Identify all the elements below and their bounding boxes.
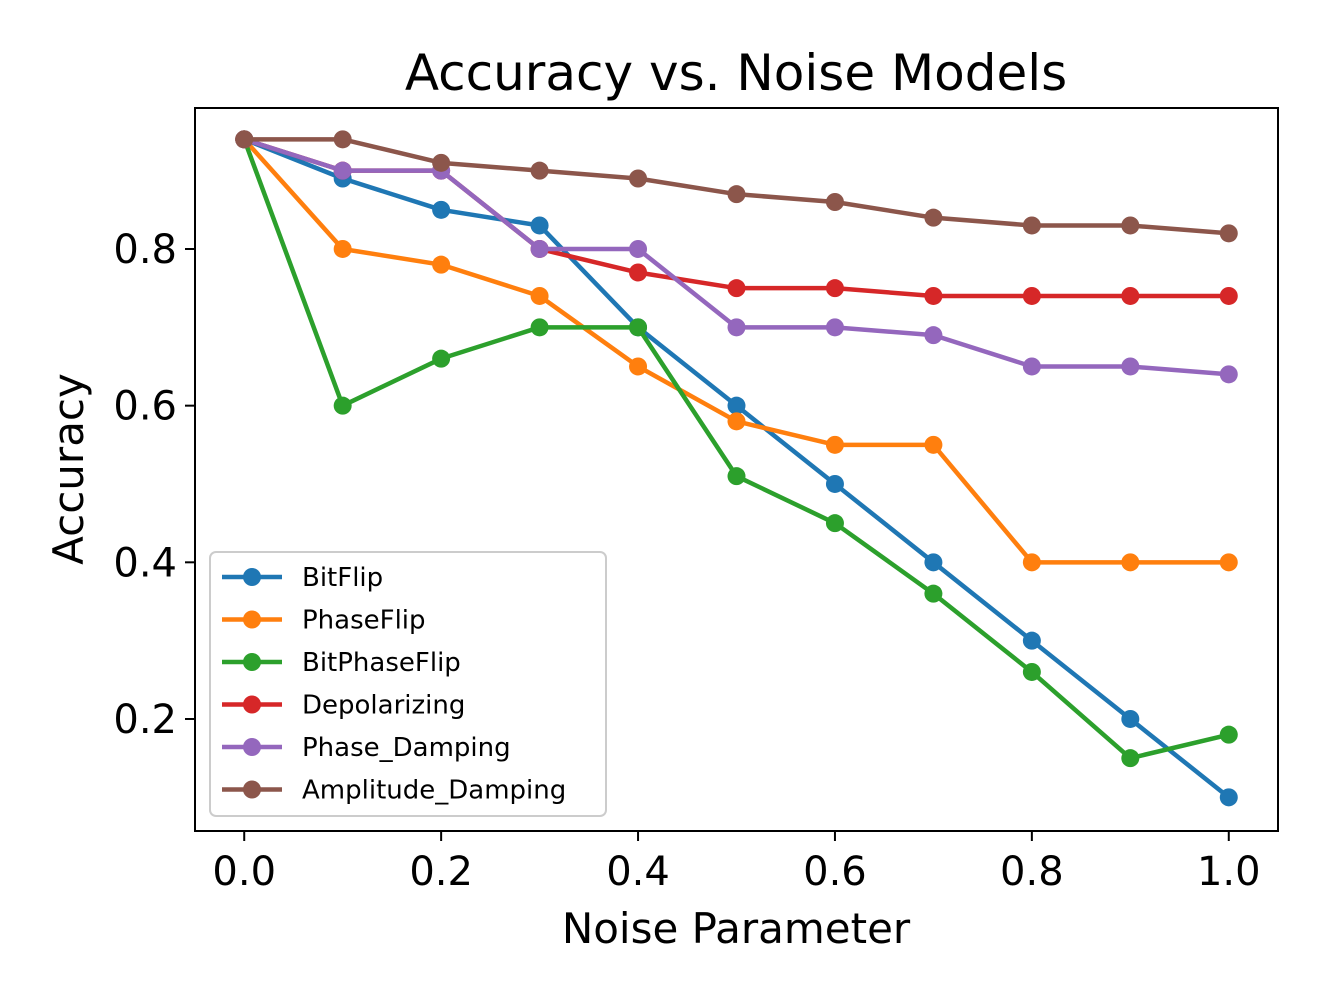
data-point-phase_damping — [1022, 357, 1041, 376]
data-point-phase_damping — [825, 318, 844, 337]
data-point-bitflip — [825, 474, 844, 493]
legend-marker — [243, 738, 261, 756]
data-point-bitphaseflip — [825, 514, 844, 533]
x-axis-label: Noise Parameter — [562, 904, 911, 953]
data-point-phase_damping — [1121, 357, 1140, 376]
data-point-phaseflip — [727, 412, 746, 431]
y-tick-label: 0.4 — [113, 540, 177, 586]
data-point-depolarizing — [629, 263, 648, 282]
data-point-amplitude_damping — [727, 185, 746, 204]
legend-label: BitFlip — [302, 563, 383, 593]
data-point-bitflip — [1121, 709, 1140, 728]
data-point-bitflip — [530, 216, 549, 235]
axes-frame — [194, 107, 1279, 832]
data-point-depolarizing — [727, 279, 746, 298]
data-point-phaseflip — [333, 239, 352, 258]
data-point-bitphaseflip — [530, 318, 549, 337]
data-point-bitflip — [432, 200, 451, 219]
data-point-phaseflip — [1219, 553, 1238, 572]
x-tick-label: 0.0 — [212, 849, 276, 895]
y-tick-label: 0.6 — [113, 384, 177, 430]
legend-label: Depolarizing — [302, 691, 465, 721]
data-point-phase_damping — [727, 318, 746, 337]
data-point-amplitude_damping — [1022, 216, 1041, 235]
data-point-bitphaseflip — [629, 318, 648, 337]
data-point-phaseflip — [1121, 553, 1140, 572]
data-point-amplitude_damping — [1219, 224, 1238, 243]
legend-label: PhaseFlip — [302, 606, 426, 636]
x-tick-label: 1.0 — [1197, 849, 1261, 895]
data-point-depolarizing — [924, 286, 943, 305]
data-point-bitphaseflip — [1022, 662, 1041, 681]
data-point-phaseflip — [530, 286, 549, 305]
legend-box — [209, 551, 607, 817]
data-point-depolarizing — [1022, 286, 1041, 305]
chart-title: Accuracy vs. Noise Models — [405, 44, 1067, 102]
data-point-bitphaseflip — [1219, 725, 1238, 744]
data-point-phase_damping — [924, 326, 943, 345]
data-point-amplitude_damping — [333, 130, 352, 149]
legend-marker — [243, 568, 261, 586]
data-point-depolarizing — [1121, 286, 1140, 305]
legend-label: Phase_Damping — [302, 733, 511, 763]
data-point-bitphaseflip — [727, 467, 746, 486]
data-point-phaseflip — [629, 357, 648, 376]
data-point-bitflip — [1022, 631, 1041, 650]
data-point-phase_damping — [1219, 365, 1238, 384]
data-point-phaseflip — [432, 255, 451, 274]
y-tick-label: 0.8 — [113, 227, 177, 273]
legend-marker — [243, 653, 261, 671]
legend-label: Amplitude_Damping — [302, 776, 566, 806]
y-axis-label: Accuracy — [44, 373, 93, 565]
data-point-phaseflip — [924, 435, 943, 454]
data-point-bitphaseflip — [924, 584, 943, 603]
data-point-phase_damping — [530, 239, 549, 258]
legend-marker — [243, 610, 261, 629]
data-point-amplitude_damping — [235, 130, 254, 149]
data-point-phaseflip — [1022, 553, 1041, 572]
data-point-phase_damping — [629, 239, 648, 258]
data-point-amplitude_damping — [530, 161, 549, 180]
data-point-bitflip — [727, 396, 746, 415]
data-point-bitflip — [1219, 788, 1238, 807]
data-point-amplitude_damping — [432, 153, 451, 172]
data-point-amplitude_damping — [629, 169, 648, 188]
data-point-depolarizing — [1219, 286, 1238, 305]
data-point-phase_damping — [333, 161, 352, 180]
x-tick-label: 0.6 — [803, 849, 867, 895]
data-point-depolarizing — [825, 279, 844, 298]
data-point-bitflip — [924, 553, 943, 572]
legend-marker — [243, 695, 261, 714]
x-tick-label: 0.8 — [1000, 849, 1064, 895]
data-point-bitphaseflip — [333, 396, 352, 415]
x-tick-label: 0.2 — [409, 849, 473, 895]
y-tick-label: 0.2 — [113, 697, 177, 743]
data-point-bitphaseflip — [1121, 749, 1140, 768]
data-point-phaseflip — [825, 435, 844, 454]
data-point-amplitude_damping — [825, 192, 844, 211]
plot-area — [235, 130, 1238, 807]
legend: BitFlip PhaseFlip BitPhaseFlip Depolarizing… — [209, 551, 607, 817]
legend-marker — [243, 780, 261, 799]
x-tick-label: 0.4 — [606, 849, 670, 895]
data-point-bitphaseflip — [432, 349, 451, 368]
legend-label: BitPhaseFlip — [302, 648, 461, 678]
data-point-amplitude_damping — [924, 208, 943, 227]
data-point-amplitude_damping — [1121, 216, 1140, 235]
